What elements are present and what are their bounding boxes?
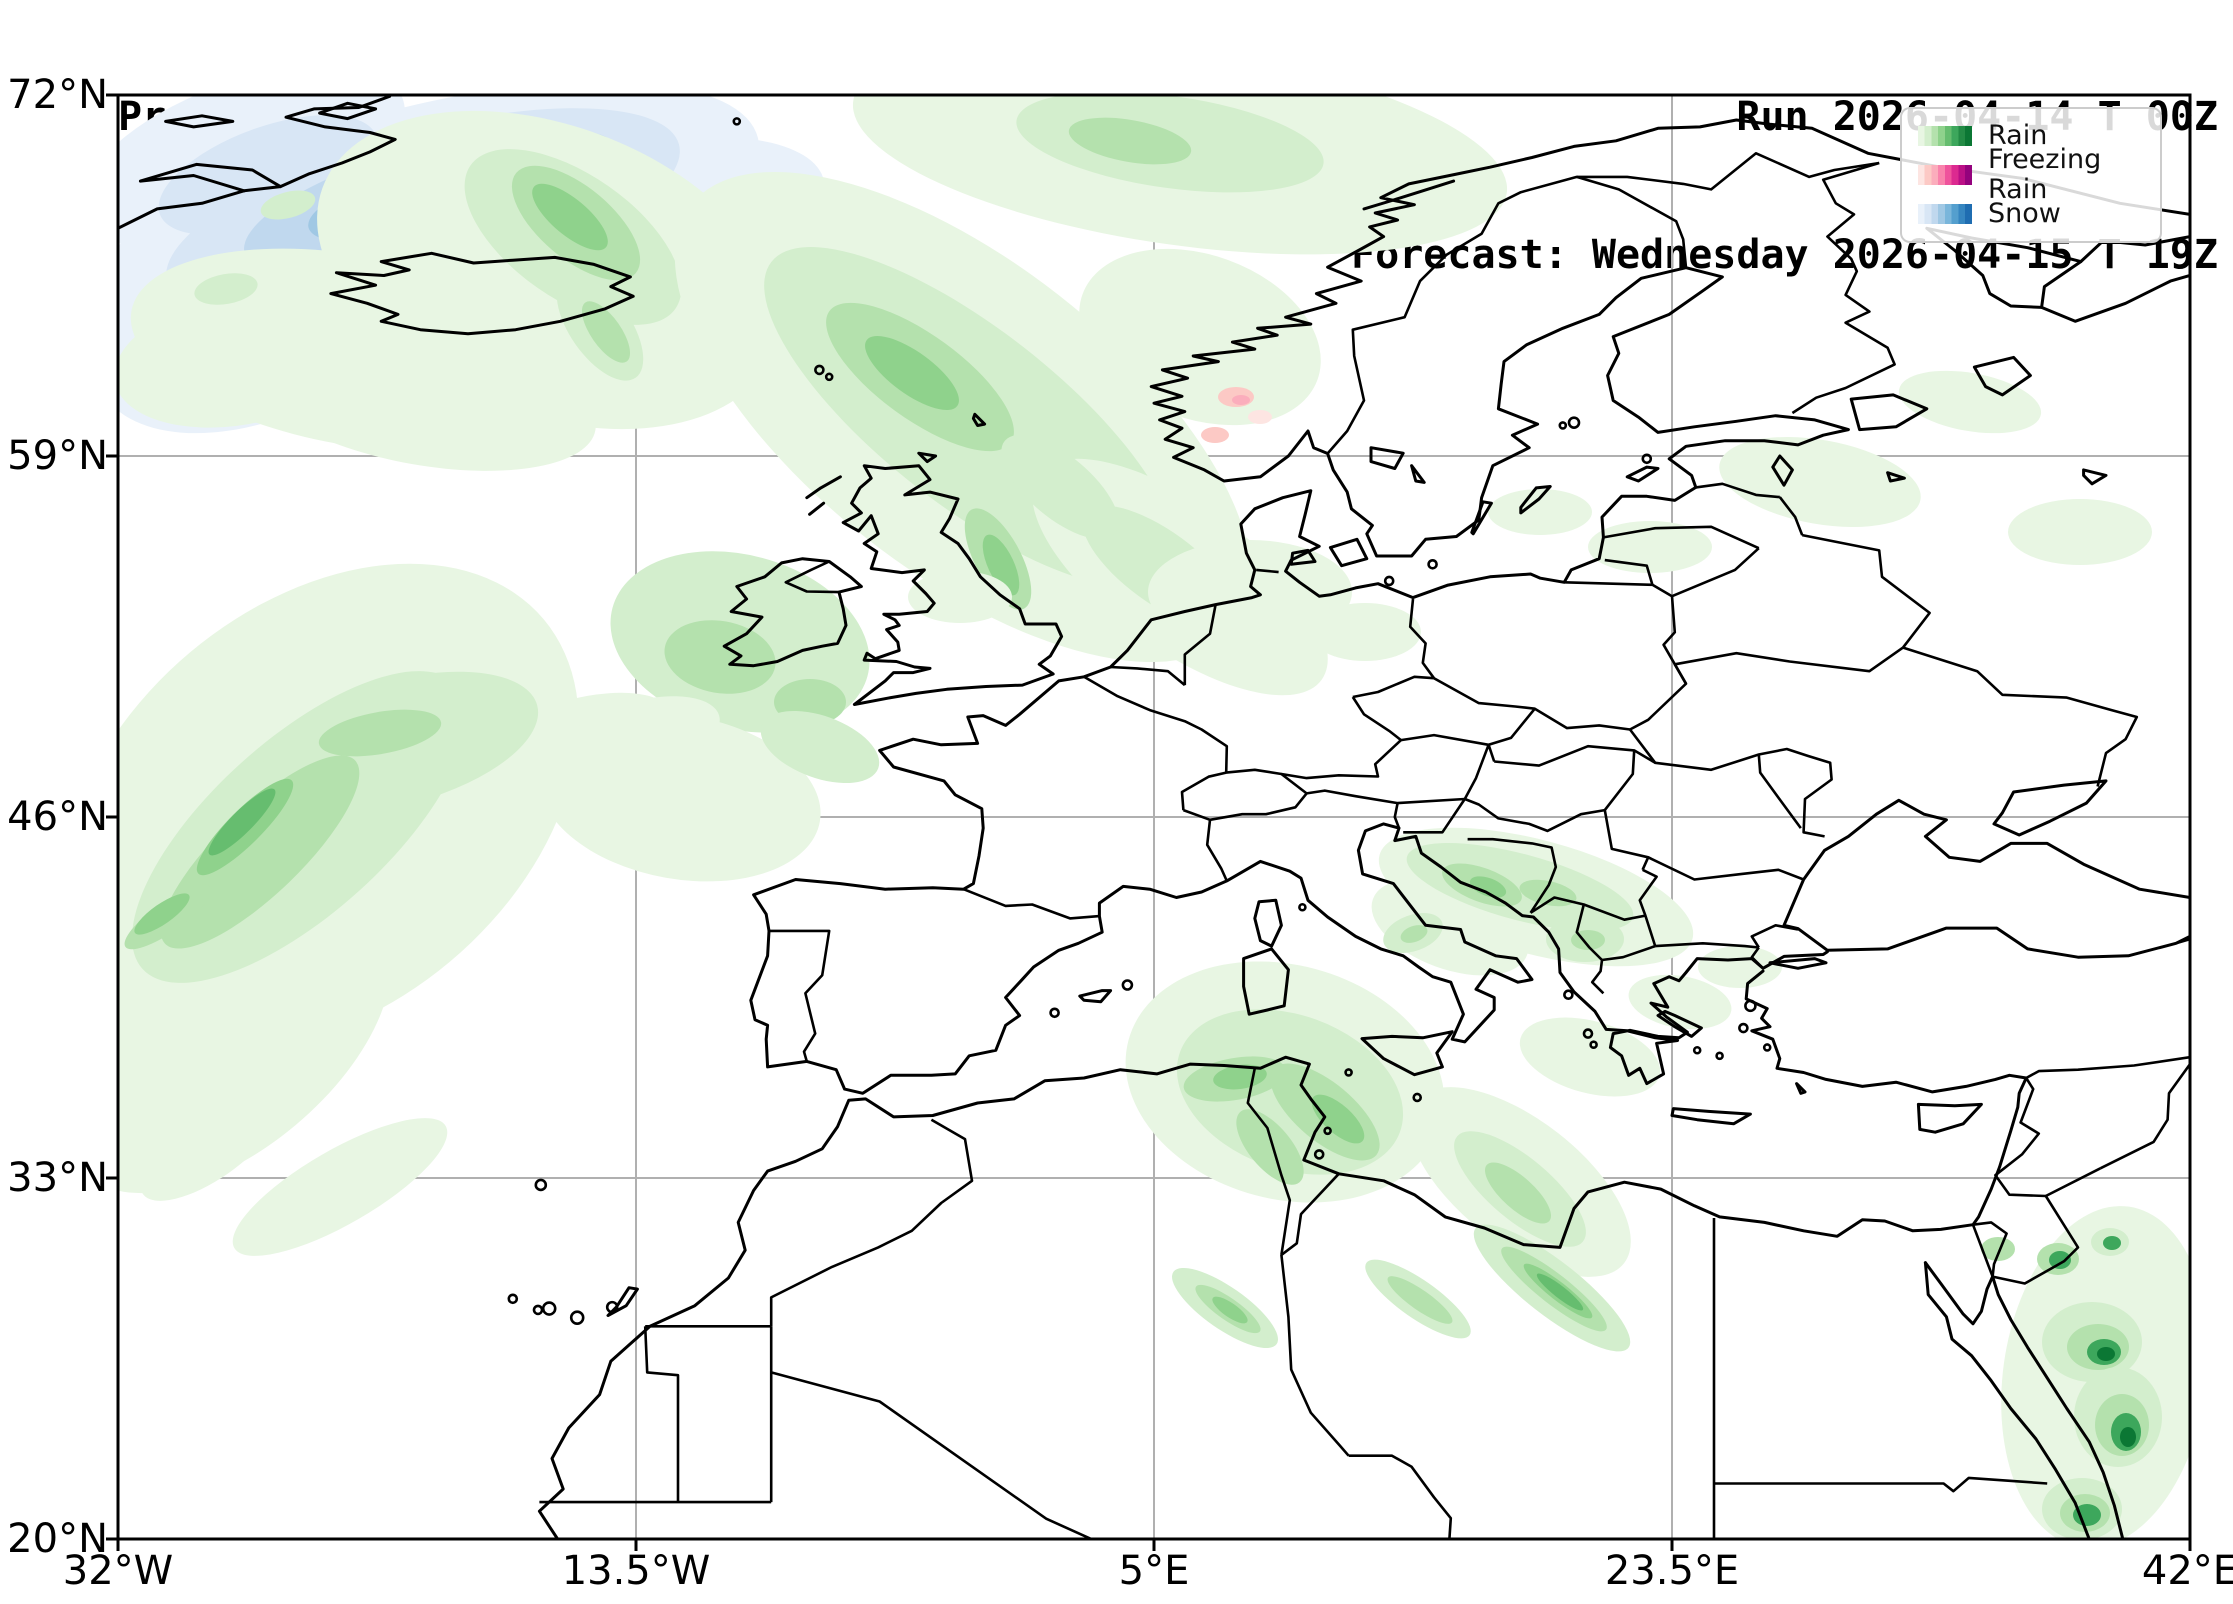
coastline-layer: [118, 95, 2190, 1539]
map-plot-area: Rain Freezing Rain Snow: [106, 93, 2192, 1551]
legend-label-freezing-rain: Freezing Rain: [1988, 144, 2102, 205]
x-tick-label-13-5w: 13.5°W: [561, 1548, 711, 1594]
x-tick-label-42e: 42°E: [2141, 1548, 2233, 1594]
legend-label-rain: Rain: [1988, 120, 2048, 151]
x-tick-label-32w: 32°W: [62, 1548, 174, 1594]
small-islands-layer: [507, 117, 1772, 1325]
x-tick-label-5e: 5°E: [1118, 1548, 1190, 1594]
y-tick-label-33n: 33°N: [7, 1155, 108, 1201]
y-tick-label-72n: 72°N: [7, 72, 108, 118]
rain-color-swatch: [1918, 126, 1972, 146]
snow-color-swatch: [1918, 204, 1972, 224]
legend-row-freezing-rain: Freezing Rain: [1918, 145, 2144, 205]
legend-row-rain: Rain: [1918, 121, 2144, 151]
legend-label-snow: Snow: [1988, 198, 2061, 229]
legend: Rain Freezing Rain Snow: [1900, 107, 2162, 243]
y-tick-label-59n: 59°N: [7, 433, 108, 479]
y-tick-label-20n: 20°N: [7, 1516, 108, 1562]
country-border-layer: [539, 152, 2190, 1539]
legend-row-snow: Snow: [1918, 199, 2144, 229]
x-tick-label-23-5e: 23.5°E: [1604, 1548, 1740, 1594]
precipitation-layer: [118, 95, 2190, 1539]
axis-ticks: [106, 93, 2192, 1551]
map-canvas: [106, 93, 2192, 1551]
freezing-rain-color-swatch: [1918, 165, 1972, 185]
y-tick-label-46n: 46°N: [7, 794, 108, 840]
